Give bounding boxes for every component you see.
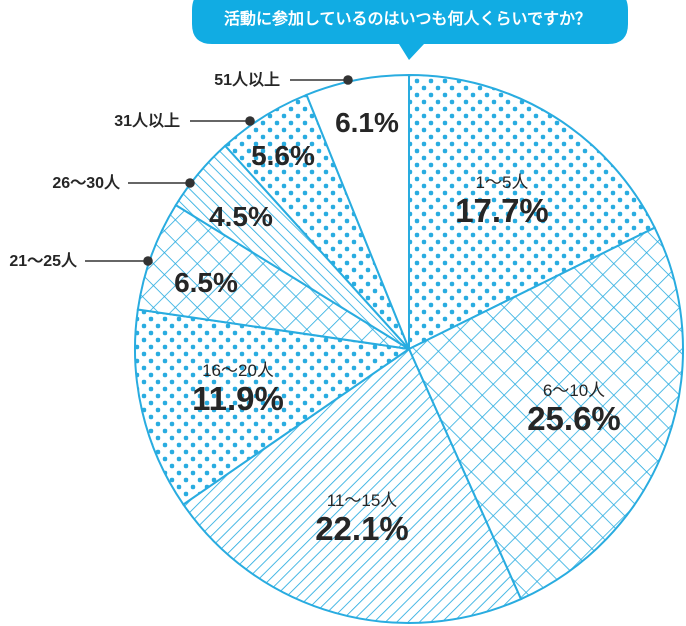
svg-text:1〜5人: 1〜5人 — [476, 173, 529, 192]
svg-text:17.7%: 17.7% — [455, 192, 549, 229]
svg-text:6〜10人: 6〜10人 — [543, 381, 605, 400]
svg-text:51人以上: 51人以上 — [214, 71, 280, 89]
svg-text:22.1%: 22.1% — [315, 510, 409, 547]
svg-text:5.6%: 5.6% — [251, 140, 315, 171]
svg-text:11〜15人: 11〜15人 — [327, 491, 398, 510]
svg-text:6.5%: 6.5% — [174, 267, 238, 298]
svg-text:4.5%: 4.5% — [209, 201, 273, 232]
svg-text:25.6%: 25.6% — [527, 400, 621, 437]
svg-text:21〜25人: 21〜25人 — [9, 252, 78, 270]
svg-text:6.1%: 6.1% — [335, 107, 399, 138]
svg-text:活動に参加しているのはいつも何人くらいですか？: 活動に参加しているのはいつも何人くらいですか？ — [224, 9, 591, 28]
svg-text:26〜30人: 26〜30人 — [52, 174, 121, 192]
svg-text:11.9%: 11.9% — [192, 380, 284, 417]
svg-text:16〜20人: 16〜20人 — [202, 361, 274, 380]
svg-text:31人以上: 31人以上 — [114, 112, 180, 130]
